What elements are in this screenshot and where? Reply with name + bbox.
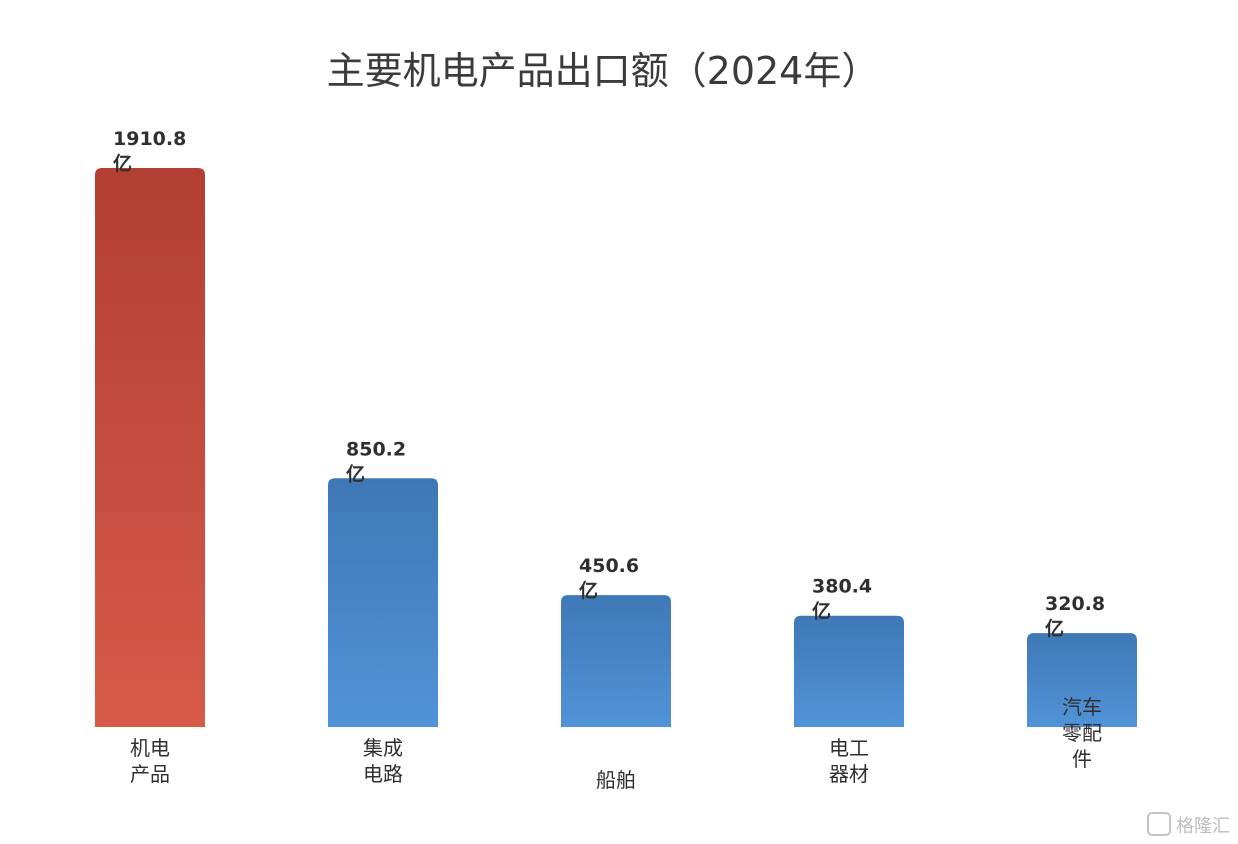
watermark-logo-icon <box>1147 812 1171 836</box>
category-label-3: 电工器材 <box>829 736 869 786</box>
value-label-4: 320.8 亿 <box>1045 593 1105 640</box>
bar-2 <box>561 595 671 727</box>
bar-1 <box>328 478 438 727</box>
value-label-1: 850.2 亿 <box>346 438 406 485</box>
category-label-0: 机电产品 <box>130 736 170 786</box>
watermark-text: 格隆汇 <box>1176 816 1230 837</box>
bars-group <box>95 168 1137 727</box>
chart-title: 主要机电产品出口额（2024年） <box>327 49 880 93</box>
watermark: 格隆汇 <box>1147 812 1230 837</box>
category-label-4: 汽车零配件 <box>1062 695 1102 771</box>
value-labels-group: 1910.8 亿 850.2 亿 450.6 亿 380.4 亿 320.8 亿 <box>113 128 1105 640</box>
bar-4 <box>1027 633 1137 727</box>
category-label-1: 集成电路 <box>363 736 403 786</box>
value-label-0: 1910.8 亿 <box>113 128 186 175</box>
category-label-2: 船舶 <box>596 768 636 792</box>
value-label-2: 450.6 亿 <box>579 555 639 602</box>
bar-0 <box>95 168 205 727</box>
value-label-3: 380.4 亿 <box>812 576 872 623</box>
bar-3 <box>794 615 904 727</box>
category-labels-group: 机电产品 集成电路船舶 电工器材 汽车零配件 <box>130 695 1102 792</box>
